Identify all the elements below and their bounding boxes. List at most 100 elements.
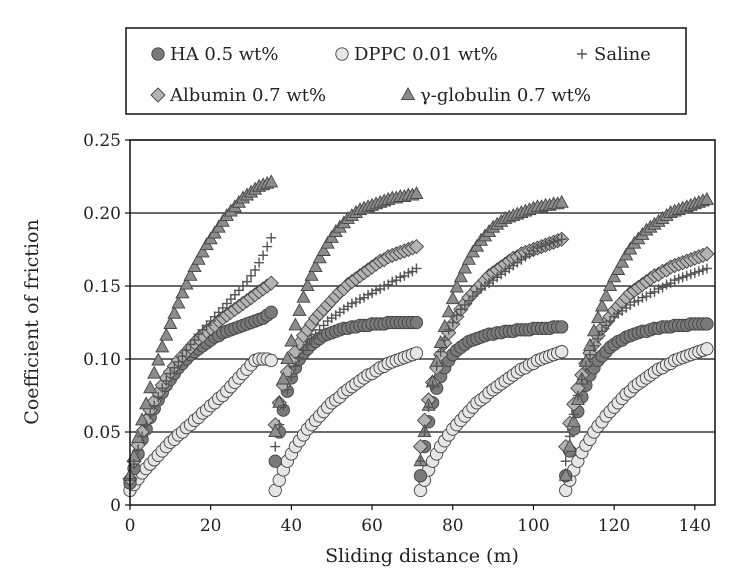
data-point xyxy=(246,270,257,281)
legend-marker xyxy=(577,49,587,59)
data-point xyxy=(193,329,204,340)
data-point xyxy=(294,352,305,363)
data-point xyxy=(379,281,390,291)
data-point xyxy=(584,349,595,360)
data-point xyxy=(264,353,278,368)
x-tick-label: 60 xyxy=(361,516,383,536)
data-point xyxy=(237,281,248,291)
data-point xyxy=(439,335,450,346)
legend-label: Saline xyxy=(594,44,651,65)
data-point xyxy=(151,352,166,366)
data-point xyxy=(576,374,587,385)
data-point xyxy=(467,291,478,302)
legend-marker xyxy=(400,87,416,101)
data-point xyxy=(387,276,398,287)
data-point xyxy=(603,278,618,291)
data-point xyxy=(268,454,282,468)
data-point xyxy=(175,285,190,299)
data-point xyxy=(540,240,551,251)
data-point xyxy=(588,340,599,351)
data-point xyxy=(419,427,430,437)
data-point xyxy=(437,318,452,332)
data-point xyxy=(155,339,170,353)
data-point xyxy=(415,456,426,467)
data-point xyxy=(258,250,269,261)
data-point xyxy=(197,324,208,335)
data-point xyxy=(566,413,581,427)
data-point xyxy=(310,329,321,340)
data-point xyxy=(242,276,252,287)
legend: HA 0.5 wt% DPPC 0.01 wt% Saline Albumin 0.7… xyxy=(125,27,687,115)
data-point xyxy=(431,361,442,372)
data-point xyxy=(586,323,602,337)
data-point xyxy=(149,400,160,411)
data-point xyxy=(580,361,591,372)
data-point xyxy=(209,311,220,322)
legend-label: Albumin 0.7 wt% xyxy=(169,85,326,106)
data-point xyxy=(445,291,460,305)
data-point xyxy=(597,326,608,337)
data-point xyxy=(272,394,287,408)
data-point xyxy=(262,241,273,252)
data-point xyxy=(177,351,188,362)
data-point xyxy=(264,174,279,188)
data-point xyxy=(268,424,283,437)
data-point xyxy=(673,273,684,284)
data-point xyxy=(629,297,640,308)
data-point xyxy=(179,276,194,290)
data-point xyxy=(276,371,291,385)
legend-label: DPPC 0.01 wt% xyxy=(354,44,498,65)
data-point xyxy=(153,391,164,402)
data-point xyxy=(555,320,569,334)
data-point xyxy=(161,375,172,386)
series--globulin-0-7-wt- xyxy=(122,174,714,481)
data-point xyxy=(693,266,704,277)
data-point xyxy=(562,438,577,452)
data-point xyxy=(282,384,293,395)
x-tick-label: 0 xyxy=(125,516,136,536)
data-point xyxy=(312,250,327,264)
data-point xyxy=(443,324,454,335)
data-point xyxy=(274,419,285,430)
data-point xyxy=(532,243,543,254)
data-point xyxy=(637,292,648,303)
data-point xyxy=(286,371,297,382)
plot-frame xyxy=(129,139,716,506)
data-point xyxy=(556,234,567,245)
data-point xyxy=(288,317,303,331)
y-tick-label: 0.25 xyxy=(83,131,121,151)
data-point xyxy=(593,333,603,344)
series-dppc-0-01-wt- xyxy=(123,342,714,498)
legend-item: γ-globulin 0.7 wt% xyxy=(400,85,591,106)
data-point xyxy=(554,194,569,208)
data-point xyxy=(661,279,672,290)
data-point xyxy=(607,269,622,283)
data-point xyxy=(266,232,277,243)
data-point xyxy=(306,333,317,344)
data-point xyxy=(159,327,174,341)
data-point xyxy=(441,304,456,318)
data-point xyxy=(699,191,714,205)
data-point xyxy=(284,333,299,347)
data-point xyxy=(611,262,626,275)
x-tick-label: 20 xyxy=(200,516,222,536)
data-point xyxy=(191,251,206,265)
data-point xyxy=(590,310,606,324)
x-tick-label: 140 xyxy=(679,516,711,536)
data-point xyxy=(449,279,464,293)
data-point xyxy=(173,356,184,367)
data-point xyxy=(461,251,476,265)
data-point xyxy=(653,283,664,294)
data-point xyxy=(463,295,474,306)
plot-area xyxy=(122,139,716,506)
legend-item: DPPC 0.01 wt% xyxy=(335,44,498,65)
data-point xyxy=(451,310,462,321)
data-point xyxy=(205,316,216,327)
y-tick-label: 0.05 xyxy=(83,423,121,443)
data-point xyxy=(371,285,382,296)
data-point xyxy=(183,267,198,281)
data-point xyxy=(300,278,315,291)
data-point xyxy=(685,269,696,280)
data-point xyxy=(689,267,700,278)
